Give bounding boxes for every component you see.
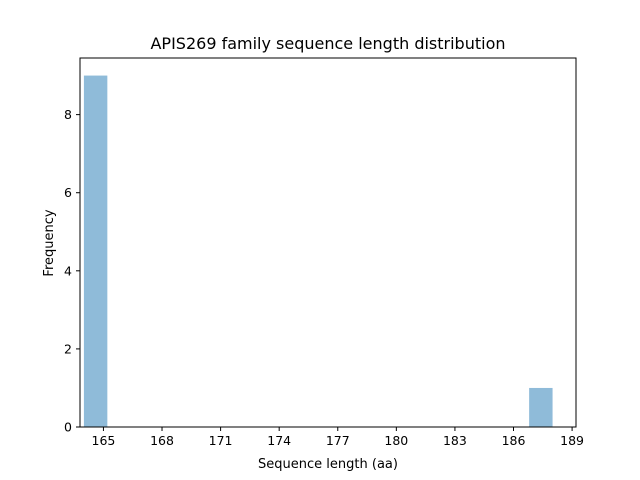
bars-layer bbox=[83, 75, 553, 428]
x-tick-label: 186 bbox=[502, 433, 526, 448]
y-tick-label: 4 bbox=[64, 263, 72, 278]
x-tick-label: 174 bbox=[267, 433, 291, 448]
y-tick-label: 6 bbox=[64, 185, 72, 200]
histogram-bar-0 bbox=[83, 75, 108, 428]
y-tick-label: 0 bbox=[64, 420, 72, 435]
x-tick-label: 180 bbox=[384, 433, 408, 448]
x-ticks: 165 168 171 174 177 180 183 186 189 bbox=[92, 427, 584, 448]
x-tick-label: 168 bbox=[150, 433, 174, 448]
x-tick-label: 165 bbox=[92, 433, 116, 448]
y-axis-label: Frequency bbox=[42, 209, 57, 276]
y-ticks: 0 2 4 6 8 bbox=[64, 107, 80, 435]
y-tick-label: 2 bbox=[64, 341, 72, 356]
chart-title: APIS269 family sequence length distribut… bbox=[150, 34, 505, 53]
x-tick-label: 183 bbox=[443, 433, 467, 448]
y-tick-label: 8 bbox=[64, 107, 72, 122]
plot-frame bbox=[79, 57, 577, 428]
x-axis-label: Sequence length (aa) bbox=[258, 457, 398, 472]
x-tick-label: 171 bbox=[209, 433, 233, 448]
x-tick-label: 177 bbox=[326, 433, 350, 448]
x-tick-label: 189 bbox=[560, 433, 584, 448]
histogram-bar-1 bbox=[529, 387, 553, 427]
